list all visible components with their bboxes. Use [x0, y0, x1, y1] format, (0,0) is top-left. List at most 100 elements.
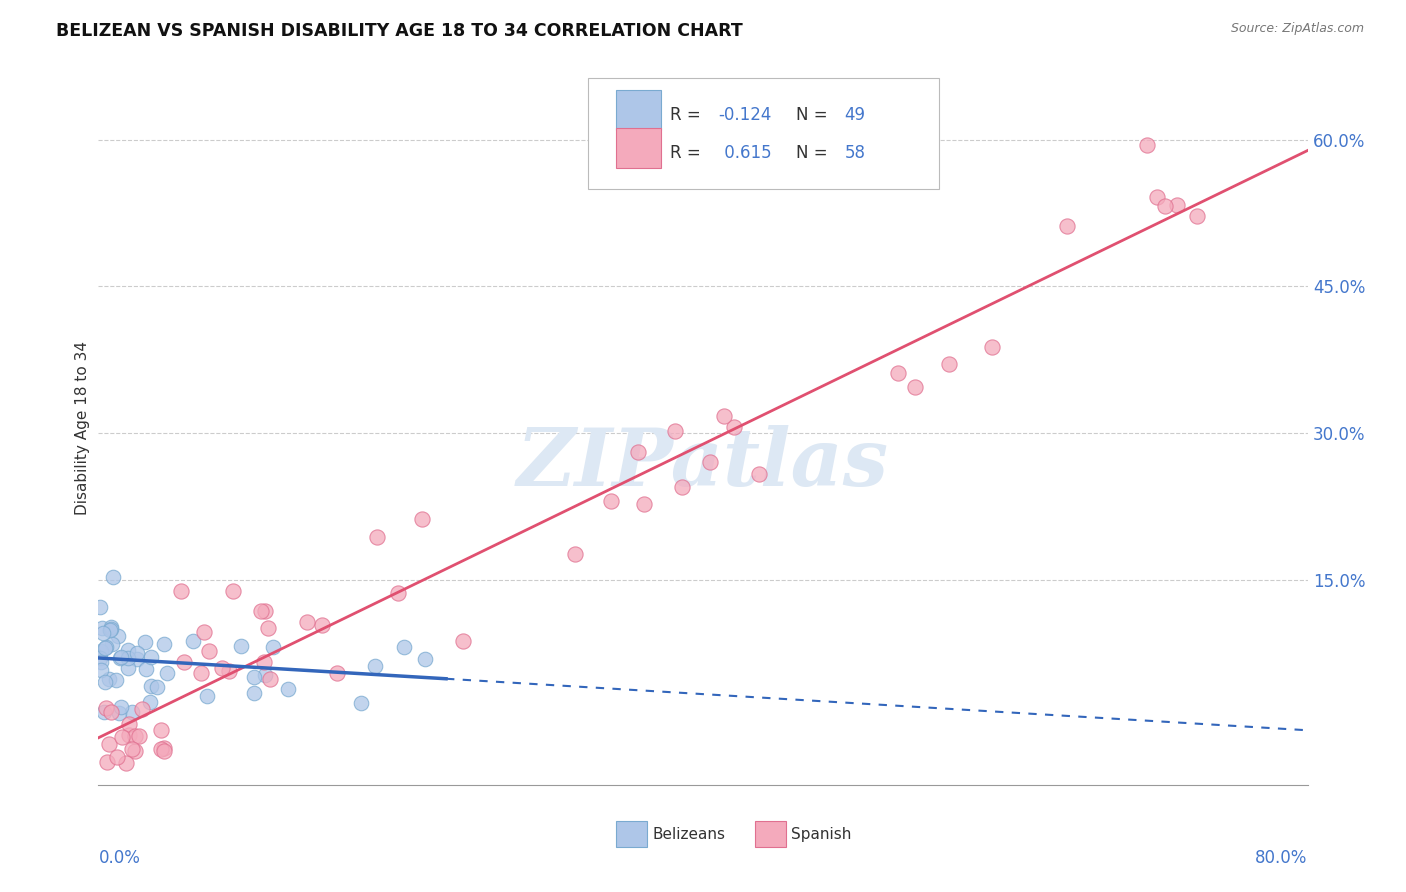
- Point: [124, 729, 146, 743]
- Point: [100, 624, 122, 638]
- Point: [904, 379, 927, 393]
- Point: [107, 629, 129, 643]
- Point: [121, 705, 143, 719]
- FancyBboxPatch shape: [616, 90, 661, 130]
- Point: [90, 664, 112, 678]
- Point: [242, 670, 264, 684]
- Point: [110, 649, 132, 664]
- Point: [326, 665, 349, 680]
- Point: [110, 699, 132, 714]
- Point: [93, 675, 115, 690]
- Point: [94, 701, 117, 715]
- Point: [139, 650, 162, 665]
- Point: [170, 583, 193, 598]
- Point: [146, 680, 169, 694]
- Point: [114, 756, 136, 771]
- Point: [118, 728, 141, 742]
- Point: [257, 620, 280, 634]
- Point: [350, 696, 373, 710]
- FancyBboxPatch shape: [616, 128, 661, 168]
- Point: [121, 742, 143, 756]
- Point: [135, 662, 157, 676]
- Point: [277, 681, 299, 696]
- Point: [311, 618, 333, 632]
- Point: [100, 622, 122, 636]
- FancyBboxPatch shape: [588, 78, 939, 189]
- Point: [94, 640, 117, 655]
- Point: [149, 741, 172, 756]
- Text: Source: ZipAtlas.com: Source: ZipAtlas.com: [1230, 22, 1364, 36]
- Point: [89, 651, 111, 665]
- Point: [193, 624, 215, 639]
- Point: [748, 467, 770, 481]
- Text: N =: N =: [796, 106, 832, 124]
- Point: [243, 686, 266, 700]
- Text: 0.0%: 0.0%: [98, 849, 141, 867]
- Point: [183, 634, 205, 648]
- Point: [392, 640, 415, 654]
- Point: [153, 637, 176, 651]
- Point: [105, 750, 128, 764]
- Point: [297, 615, 319, 630]
- Point: [1146, 190, 1168, 204]
- Point: [111, 730, 134, 744]
- Point: [254, 604, 277, 618]
- Point: [671, 480, 693, 494]
- Point: [153, 740, 176, 755]
- FancyBboxPatch shape: [616, 822, 647, 847]
- Point: [259, 672, 281, 686]
- Text: 80.0%: 80.0%: [1256, 849, 1308, 867]
- Point: [195, 689, 218, 703]
- Point: [599, 494, 621, 508]
- Point: [211, 660, 233, 674]
- Point: [131, 702, 153, 716]
- Point: [411, 512, 433, 526]
- Point: [198, 644, 221, 658]
- Text: ZIPatlas: ZIPatlas: [517, 425, 889, 502]
- Point: [127, 646, 149, 660]
- Point: [90, 621, 112, 635]
- Text: 49: 49: [845, 106, 866, 124]
- Point: [98, 737, 121, 751]
- Text: -0.124: -0.124: [718, 106, 772, 124]
- Text: BELIZEAN VS SPANISH DISABILITY AGE 18 TO 34 CORRELATION CHART: BELIZEAN VS SPANISH DISABILITY AGE 18 TO…: [56, 22, 742, 40]
- Point: [97, 673, 120, 687]
- Point: [89, 600, 111, 615]
- Point: [564, 547, 586, 561]
- Point: [118, 717, 141, 731]
- Point: [1166, 197, 1188, 211]
- Point: [150, 723, 173, 737]
- Point: [108, 651, 131, 665]
- Point: [173, 655, 195, 669]
- Point: [253, 668, 276, 682]
- Point: [156, 665, 179, 680]
- Point: [366, 530, 388, 544]
- Point: [886, 366, 908, 380]
- Point: [981, 340, 1004, 354]
- FancyBboxPatch shape: [755, 822, 786, 847]
- Point: [699, 454, 721, 468]
- Point: [90, 655, 112, 669]
- Point: [96, 756, 118, 770]
- Point: [451, 634, 474, 648]
- Point: [127, 652, 149, 666]
- Point: [1154, 199, 1177, 213]
- Text: R =: R =: [671, 106, 706, 124]
- Point: [231, 640, 253, 654]
- Point: [141, 679, 163, 693]
- Text: 0.615: 0.615: [718, 145, 772, 162]
- Point: [250, 604, 273, 618]
- Point: [117, 651, 139, 665]
- Point: [387, 586, 409, 600]
- Point: [93, 705, 115, 719]
- Point: [253, 656, 276, 670]
- Point: [627, 444, 650, 458]
- Text: 58: 58: [845, 145, 866, 162]
- Point: [190, 666, 212, 681]
- Point: [128, 729, 150, 743]
- Text: R =: R =: [671, 145, 706, 162]
- Point: [104, 673, 127, 688]
- Point: [413, 651, 436, 665]
- Point: [139, 695, 162, 709]
- Point: [124, 744, 146, 758]
